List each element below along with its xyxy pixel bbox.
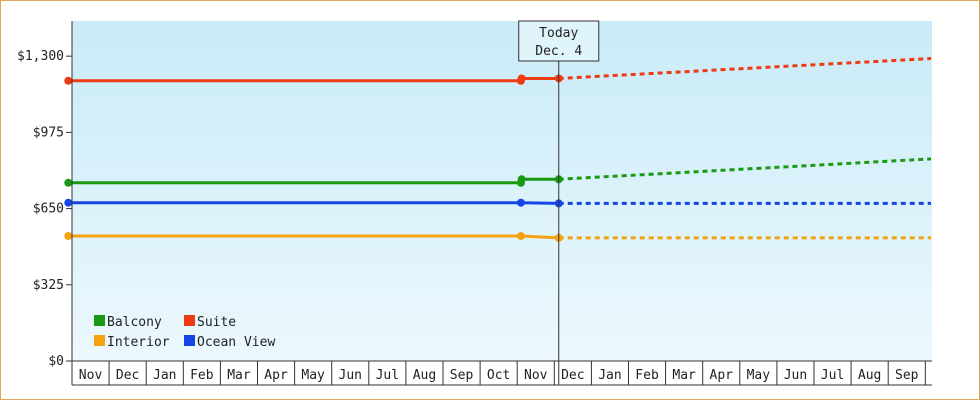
legend-label-suite: Suite — [197, 315, 236, 330]
series-suite-forecast — [558, 57, 932, 80]
legend-swatch-interior — [94, 335, 105, 346]
series-suite-point — [64, 76, 73, 85]
series-suite-point — [517, 74, 526, 83]
x-month-label: May — [301, 368, 325, 383]
series-ocean-view-point — [64, 198, 73, 207]
x-month-label: Nov — [524, 368, 548, 383]
x-month-label: Feb — [190, 368, 214, 383]
series-interior-point — [64, 232, 73, 241]
y-tick-label: $650 — [33, 202, 64, 217]
x-month-label: Nov — [79, 368, 103, 383]
x-month-label: Jan — [153, 368, 176, 383]
y-tick-label: $975 — [33, 125, 64, 140]
legend-swatch-suite — [184, 315, 195, 326]
x-month-label: Dec — [116, 368, 139, 383]
x-month-label: Feb — [635, 368, 659, 383]
x-month-label: Mar — [227, 368, 251, 383]
today-box — [518, 20, 600, 62]
x-month-label: Jul — [376, 368, 399, 383]
y-tick-label: $325 — [33, 278, 64, 293]
x-month-label: Jan — [598, 368, 621, 383]
series-interior-point — [516, 232, 525, 241]
x-month-label: May — [747, 368, 771, 383]
series-balcony-point — [517, 175, 526, 184]
plot-background — [72, 21, 932, 361]
x-month-label: Apr — [710, 368, 734, 383]
y-tick-label: $1,300 — [17, 49, 64, 64]
legend-swatch-balcony — [94, 315, 105, 326]
series-ocean-view-history — [68, 201, 559, 205]
legend-swatch-ocean-view — [184, 335, 195, 346]
x-month-label: Jun — [339, 368, 362, 383]
x-month-label: Jun — [784, 368, 807, 383]
y-tick-label: $0 — [48, 354, 64, 369]
series-ocean-view-point — [516, 198, 525, 207]
x-month-label: Sep — [450, 368, 474, 383]
x-month-label: Jul — [821, 368, 844, 383]
x-month-label: Aug — [858, 368, 881, 383]
legend-label-balcony: Balcony — [107, 315, 162, 330]
x-month-label: Apr — [264, 368, 288, 383]
today-date-label: Dec. 4 — [535, 44, 582, 59]
series-balcony-point — [64, 178, 73, 187]
x-month-label: Oct — [487, 368, 510, 383]
legend-label-ocean-view: Ocean View — [197, 335, 275, 350]
x-month-label: Aug — [413, 368, 436, 383]
x-month-label: Mar — [672, 368, 696, 383]
x-month-label: Sep — [895, 368, 919, 383]
series-balcony-forecast — [558, 157, 932, 181]
legend-label-interior: Interior — [107, 335, 170, 350]
x-month-label: Dec — [561, 368, 584, 383]
today-label: Today — [539, 26, 578, 41]
